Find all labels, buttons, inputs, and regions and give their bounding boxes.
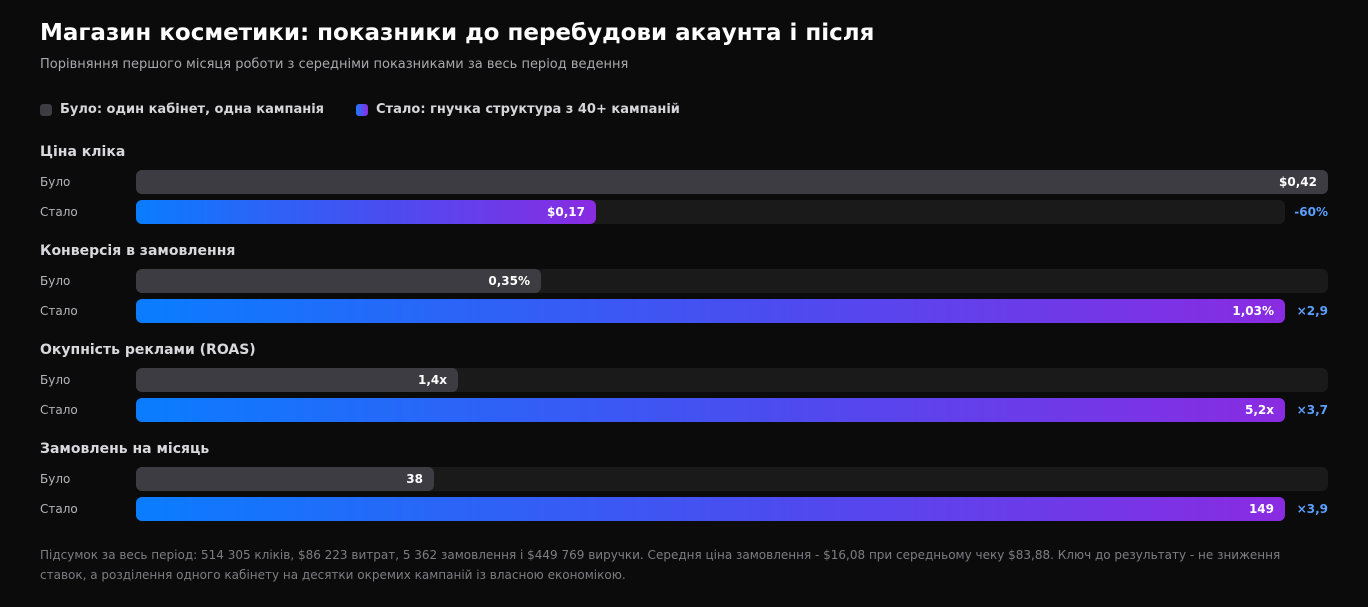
- row-label-before: Було: [40, 472, 71, 486]
- bar-value-label: 38: [406, 472, 423, 486]
- bar-after: 149: [136, 497, 1285, 521]
- bar-value-label: $0,17: [547, 205, 585, 219]
- bar-value-label: 0,35%: [488, 274, 530, 288]
- change-label: -60%: [1294, 205, 1328, 219]
- metric-title: Окупність реклами (ROAS): [40, 342, 256, 358]
- bar-track-after: 5,2x: [136, 398, 1285, 422]
- bar-value-label: 1,4x: [418, 373, 447, 387]
- row-label-before: Було: [40, 274, 71, 288]
- bar-before: 1,4x: [136, 368, 458, 392]
- row-label-before: Було: [40, 373, 71, 387]
- row-label-after: Стало: [40, 304, 78, 318]
- legend-item-before: Було: один кабінет, одна кампанія: [40, 102, 324, 117]
- legend: Було: один кабінет, одна кампанія Стало:…: [40, 102, 680, 117]
- chart-title: Магазин косметики: показники до перебудо…: [40, 20, 875, 46]
- bar-value-label: 149: [1248, 502, 1274, 516]
- bar-value-label: 1,03%: [1232, 304, 1274, 318]
- bar-track-before: $0,42: [136, 170, 1328, 194]
- chart-subtitle: Порівняння першого місяця роботи з серед…: [40, 57, 629, 72]
- metric-title: Ціна кліка: [40, 144, 126, 160]
- change-label: ×3,9: [1296, 502, 1328, 516]
- bar-after: $0,17: [136, 200, 596, 224]
- bar-before: 0,35%: [136, 269, 541, 293]
- bar-after: 5,2x: [136, 398, 1285, 422]
- bar-track-before: 1,4x: [136, 368, 1328, 392]
- legend-swatch-after: [356, 103, 369, 116]
- change-label: ×3,7: [1296, 403, 1328, 417]
- summary-footnote: Підсумок за весь період: 514 305 кліків,…: [40, 548, 1281, 582]
- legend-item-after: Стало: гнучка структура з 40+ кампаній: [356, 102, 680, 117]
- bar-value-label: $0,42: [1279, 175, 1317, 189]
- legend-swatch-before: [40, 103, 52, 116]
- row-label-after: Стало: [40, 502, 78, 516]
- bar-track-after: $0,17: [136, 200, 1285, 224]
- row-label-before: Було: [40, 175, 71, 189]
- row-label-after: Стало: [40, 205, 78, 219]
- bar-track-before: 38: [136, 467, 1328, 491]
- row-label-after: Стало: [40, 403, 78, 417]
- bar-after: 1,03%: [136, 299, 1285, 323]
- bar-before: 38: [136, 467, 434, 491]
- bar-track-before: 0,35%: [136, 269, 1328, 293]
- bar-value-label: 5,2x: [1245, 403, 1274, 417]
- bar-track-after: 149: [136, 497, 1285, 521]
- legend-label-before: Було: один кабінет, одна кампанія: [60, 102, 325, 117]
- bar-before: $0,42: [136, 170, 1328, 194]
- metric-title: Конверсія в замовлення: [40, 243, 236, 259]
- legend-label-after: Стало: гнучка структура з 40+ кампаній: [376, 102, 680, 117]
- metric-title: Замовлень на місяць: [40, 441, 210, 457]
- change-label: ×2,9: [1296, 304, 1328, 318]
- bar-track-after: 1,03%: [136, 299, 1285, 323]
